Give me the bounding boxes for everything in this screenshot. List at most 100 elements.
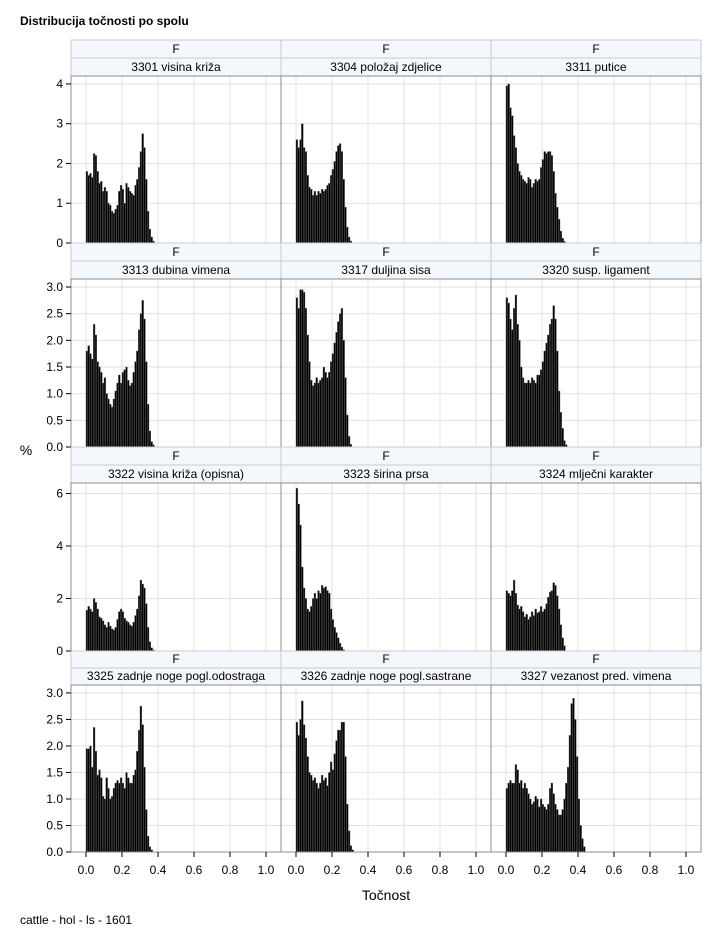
- histogram-bar: [565, 782, 568, 853]
- histogram-bar: [101, 191, 105, 244]
- histogram-bar: [335, 632, 338, 652]
- histogram-bar: [545, 153, 548, 244]
- histogram-bar: [536, 374, 539, 448]
- histogram-bar: [536, 612, 539, 652]
- histogram-bar: [511, 590, 514, 652]
- histogram-bar: [136, 350, 139, 448]
- histogram-bar: [540, 798, 543, 853]
- histogram-bar: [331, 619, 334, 652]
- y-tick-label: 6: [56, 487, 63, 501]
- histogram-bar: [549, 324, 552, 448]
- histogram-bar: [103, 377, 106, 448]
- histogram-series: [295, 700, 354, 853]
- y-tick-label: 0: [56, 236, 63, 250]
- x-tick-label: 0.8: [642, 863, 659, 877]
- histogram-bar: [107, 621, 110, 652]
- histogram-bar: [344, 756, 347, 853]
- histogram-bar: [146, 210, 150, 244]
- histogram-bar: [340, 646, 343, 652]
- x-tick-label: 0.8: [222, 863, 239, 877]
- histogram-bar: [527, 380, 530, 448]
- histogram-bar: [317, 191, 320, 244]
- histogram-bar: [313, 191, 316, 244]
- histogram-bar: [134, 769, 137, 853]
- histogram-bar: [543, 608, 546, 652]
- histogram-bar: [127, 777, 130, 853]
- histogram-bar: [324, 586, 327, 652]
- histogram-bar: [561, 809, 564, 853]
- histogram-bar: [137, 595, 141, 652]
- histogram-bar: [114, 390, 117, 448]
- histogram-bar: [98, 616, 101, 652]
- histogram-bar: [315, 598, 318, 652]
- histogram-bar: [295, 139, 298, 244]
- histogram-bar: [92, 153, 96, 244]
- histogram-bar: [110, 210, 114, 244]
- histogram-bar: [146, 835, 150, 853]
- histogram-bar: [137, 329, 141, 448]
- histogram-bar: [91, 358, 94, 448]
- histogram-series: [85, 300, 155, 448]
- histogram-bar: [91, 611, 94, 652]
- histogram-bar: [339, 313, 342, 448]
- histogram-bar: [322, 780, 325, 853]
- histogram-bar: [556, 809, 559, 853]
- histogram-bar: [101, 620, 105, 652]
- histogram-bar: [529, 798, 532, 853]
- histogram-bar: [141, 133, 144, 244]
- histogram-bar: [150, 236, 153, 244]
- histogram-bar: [326, 185, 329, 244]
- histogram-bar: [101, 796, 105, 853]
- panel-sex-label: F: [172, 42, 179, 56]
- histogram-bar: [324, 189, 327, 244]
- histogram-bar: [340, 151, 343, 244]
- histogram-bar: [312, 598, 315, 652]
- histogram-bar: [319, 593, 322, 652]
- histogram-bar: [516, 769, 519, 853]
- histogram-bar: [543, 151, 546, 244]
- histogram-bar: [518, 782, 521, 853]
- histogram-bar: [549, 151, 552, 244]
- histogram-bar: [123, 203, 126, 244]
- panel-sex-label: F: [172, 245, 179, 259]
- histogram-bar: [522, 179, 525, 244]
- histogram-bar: [94, 751, 97, 853]
- histogram-bar: [333, 627, 336, 652]
- x-tick-label: 1.0: [258, 863, 275, 877]
- histogram-series: [505, 579, 566, 652]
- histogram-bar: [123, 369, 126, 448]
- histogram-bar: [552, 171, 555, 244]
- y-tick-label: 2.5: [46, 307, 63, 321]
- y-tick-label: 0.5: [46, 818, 63, 832]
- x-tick-label: 0.0: [78, 863, 95, 877]
- histogram-bar: [507, 83, 510, 244]
- histogram-bar: [554, 193, 557, 244]
- panels-layer: F 3301 visina križa F 3304 položaj zdjelice…: [70, 39, 702, 853]
- histogram-bar: [313, 593, 316, 652]
- histogram-bar: [130, 382, 133, 448]
- panel-trait-label: 3317 duljina sisa: [341, 263, 431, 277]
- histogram-bar: [319, 380, 322, 448]
- histogram-bar: [525, 788, 528, 853]
- histogram-bar: [554, 804, 557, 853]
- histogram-bar: [342, 721, 345, 853]
- histogram-bar: [103, 187, 106, 244]
- histogram-bar: [541, 611, 544, 652]
- x-tick-label: 0.6: [606, 863, 623, 877]
- histogram-bar: [518, 171, 521, 244]
- histogram-bar: [335, 740, 338, 853]
- panel-sex-label: F: [172, 652, 179, 666]
- histogram-bar: [136, 179, 139, 244]
- histogram-bar: [554, 585, 557, 652]
- histogram-bar: [558, 390, 561, 448]
- histogram-bar: [121, 611, 124, 652]
- histogram-bar: [342, 340, 345, 448]
- histogram-bar: [89, 608, 92, 652]
- histogram-bar: [308, 772, 311, 853]
- panel-sex-label: F: [382, 42, 389, 56]
- histogram-bar: [552, 793, 555, 853]
- histogram-bar: [505, 85, 508, 244]
- histogram-bar: [116, 619, 119, 652]
- panel-trait-label: 3323 širina prsa: [343, 467, 429, 481]
